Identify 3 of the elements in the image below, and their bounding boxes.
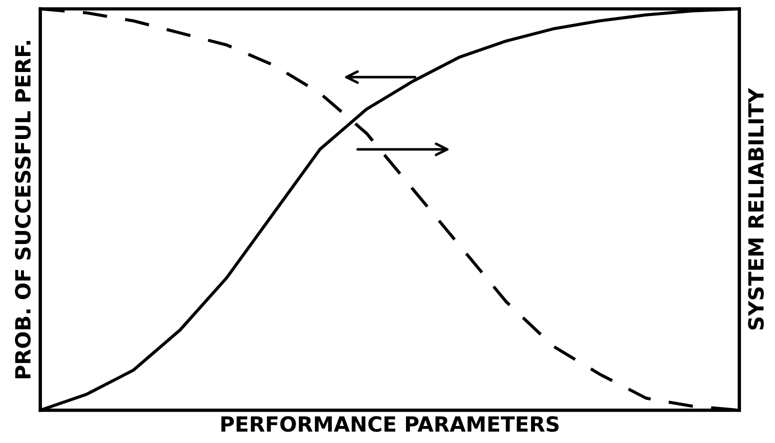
y2-axis-title: SYSTEM RELIABILITY [748, 88, 764, 330]
x-axis-title: PERFORMANCE PARAMETERS [221, 416, 559, 432]
y-axis-title: PROB. OF SUCCESSFUL PERF. [14, 40, 31, 378]
